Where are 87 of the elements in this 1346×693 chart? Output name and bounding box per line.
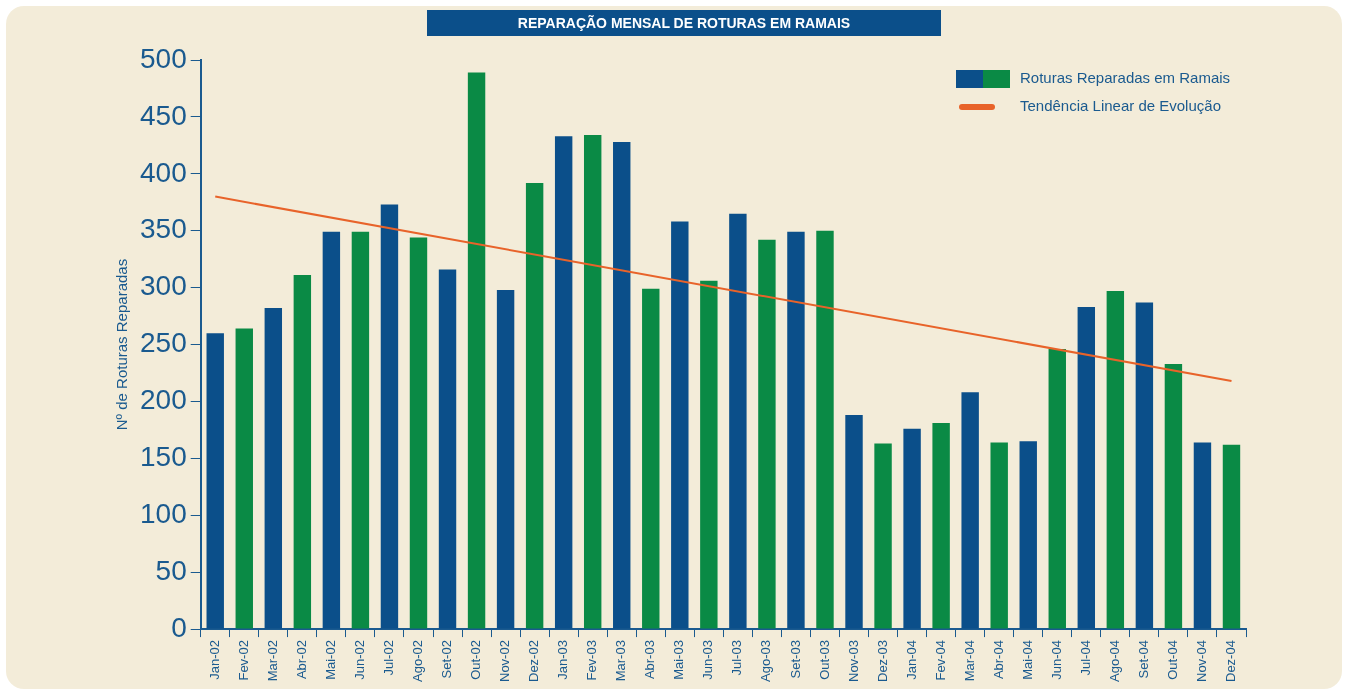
bar xyxy=(1222,444,1241,629)
bar xyxy=(700,280,718,629)
bar xyxy=(816,230,834,629)
bar xyxy=(1077,306,1096,629)
y-tick-label: 350 xyxy=(140,213,187,245)
legend-label: Roturas Reparadas em Ramais xyxy=(1020,69,1231,87)
bar xyxy=(496,289,515,629)
y-tick-label: 500 xyxy=(140,42,187,74)
y-tick-label: 200 xyxy=(140,384,187,416)
bar xyxy=(293,275,312,629)
x-tick-label: Mai-04 xyxy=(1019,640,1035,680)
x-tick-label: Mar-03 xyxy=(613,640,629,682)
bar xyxy=(438,269,457,629)
x-tick-label: Abr-02 xyxy=(293,640,309,680)
bar xyxy=(758,239,776,629)
y-axis-title: Nº de Roturas Reparadas xyxy=(113,258,131,431)
bar xyxy=(961,392,979,629)
x-tick-label: Jan-02 xyxy=(206,640,222,680)
bar xyxy=(1135,302,1154,629)
x-tick-label: Nov-04 xyxy=(1194,640,1210,682)
bar xyxy=(1106,291,1125,629)
bar xyxy=(525,182,544,629)
x-tick-label: Abr-04 xyxy=(990,640,1006,680)
x-tick-label: Jul-04 xyxy=(1077,640,1093,676)
x-tick-label: Set-04 xyxy=(1135,640,1151,679)
y-tick-label: 0 xyxy=(171,611,187,643)
bar xyxy=(583,135,602,629)
bar xyxy=(874,443,892,629)
bar xyxy=(409,237,428,629)
y-tick-label: 100 xyxy=(140,497,187,529)
bar xyxy=(1164,363,1183,629)
x-tick-label: Jul-03 xyxy=(729,640,745,676)
x-tick-label: Out-04 xyxy=(1164,640,1180,680)
x-tick-label: Nov-02 xyxy=(497,640,513,682)
bar xyxy=(1019,441,1037,629)
y-tick-label: 250 xyxy=(140,327,187,359)
x-tick-label: Mai-02 xyxy=(322,640,338,680)
bar xyxy=(903,428,921,629)
x-tick-label: Set-03 xyxy=(787,640,803,679)
bar xyxy=(932,423,950,629)
bar xyxy=(1193,442,1212,629)
x-tick-label: Mai-03 xyxy=(671,640,687,680)
x-tick-label: Jan-04 xyxy=(903,640,919,680)
bar xyxy=(322,231,341,629)
x-tick-label: Mar-02 xyxy=(264,640,280,682)
bar xyxy=(642,288,660,629)
x-tick-label: Ago-04 xyxy=(1106,640,1122,682)
x-tick-label: Abr-03 xyxy=(642,640,658,680)
bar xyxy=(1048,349,1066,629)
x-tick-label: Out-03 xyxy=(816,640,832,680)
bar xyxy=(554,136,573,629)
x-tick-label: Nov-03 xyxy=(845,640,861,682)
bar xyxy=(845,415,863,629)
x-tick-label: Fev-03 xyxy=(584,640,600,681)
bar xyxy=(206,333,224,629)
y-tick-label: 400 xyxy=(140,156,187,188)
y-tick-label: 50 xyxy=(155,554,187,586)
bar xyxy=(787,231,805,629)
bar xyxy=(613,141,631,629)
chart-title: REPARAÇÃO MENSAL DE ROTURAS EM RAMAIS xyxy=(427,10,941,36)
legend-label: Tendência Linear de Evolução xyxy=(1020,97,1221,115)
x-tick-label: Dez-02 xyxy=(526,640,542,682)
y-tick-label: 300 xyxy=(140,270,187,302)
x-tick-label: Ago-03 xyxy=(758,640,774,682)
x-tick-label: Set-02 xyxy=(439,640,455,679)
x-tick-label: Mar-04 xyxy=(961,640,977,682)
bar xyxy=(729,213,747,629)
x-tick-label: Jun-03 xyxy=(700,640,716,680)
x-tick-label: Out-02 xyxy=(468,640,484,680)
bar xyxy=(264,308,283,629)
x-tick-label: Jun-04 xyxy=(1048,640,1064,680)
bar xyxy=(467,72,486,629)
bar xyxy=(990,442,1008,629)
x-tick-label: Fev-02 xyxy=(235,640,251,681)
x-tick-label: Jul-02 xyxy=(381,640,397,676)
bar xyxy=(671,221,689,629)
bar xyxy=(351,231,370,629)
y-tick-label: 150 xyxy=(140,441,187,473)
x-tick-label: Dez-03 xyxy=(874,640,890,682)
bar xyxy=(235,328,253,629)
x-tick-label: Jan-03 xyxy=(555,640,571,680)
x-tick-label: Ago-02 xyxy=(410,640,426,682)
x-tick-label: Fev-04 xyxy=(932,640,948,681)
bar xyxy=(380,204,399,629)
x-tick-label: Jun-02 xyxy=(351,640,367,680)
y-tick-label: 450 xyxy=(140,99,187,131)
x-tick-label: Dez-04 xyxy=(1223,640,1239,682)
